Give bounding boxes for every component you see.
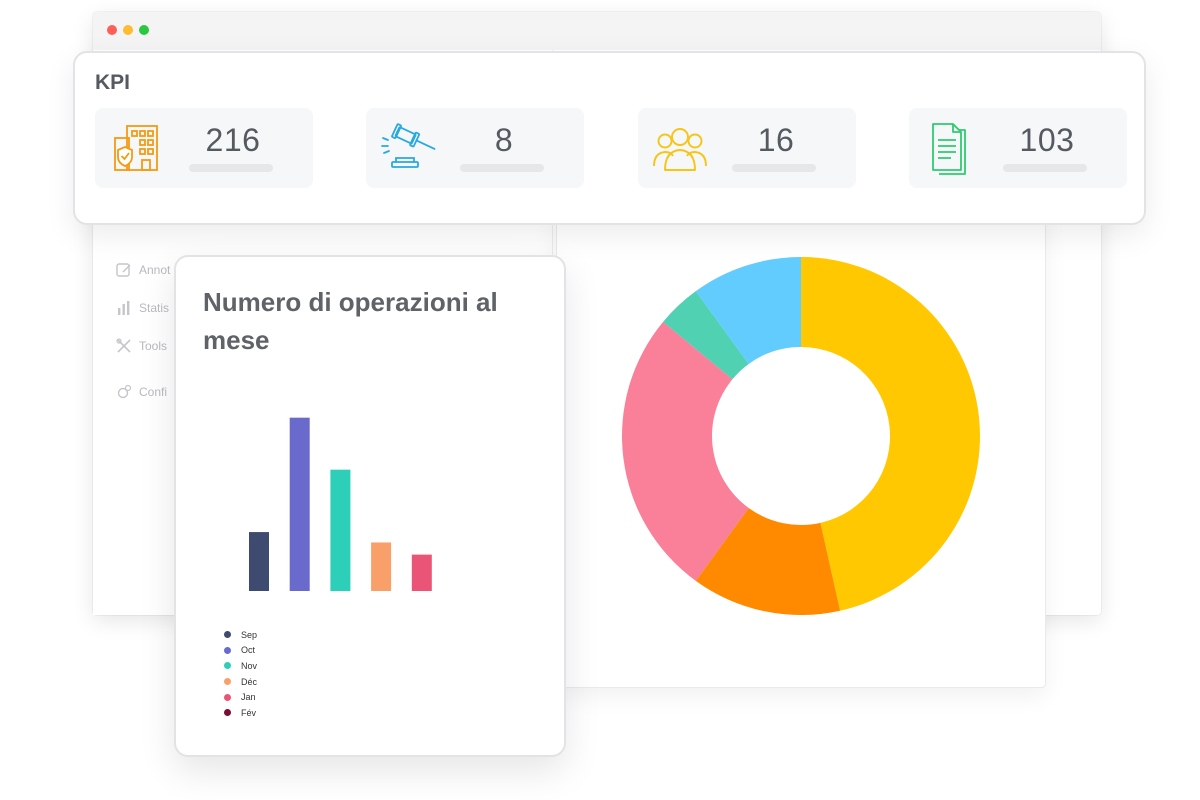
maximize-window-button[interactable] bbox=[139, 25, 149, 35]
bar-chart-card: Numero di operazioni al mese Sep Oct Nov Dé… bbox=[174, 255, 566, 757]
document-icon bbox=[923, 120, 979, 176]
legend-label: Déc bbox=[241, 676, 258, 687]
legend-dot bbox=[224, 693, 231, 701]
donut-slice[interactable] bbox=[695, 508, 841, 615]
legend-label: Jan bbox=[241, 692, 256, 703]
users-group-icon bbox=[652, 120, 708, 176]
close-window-button[interactable] bbox=[107, 25, 117, 35]
legend-item[interactable]: Nov bbox=[224, 658, 257, 674]
donut-chart-panel bbox=[556, 210, 1046, 688]
legend-label: Sep bbox=[241, 629, 258, 640]
bar-jan[interactable] bbox=[411, 554, 432, 591]
bar-chart-icon bbox=[115, 299, 133, 317]
legend-label: Nov bbox=[241, 660, 258, 671]
sidebar-item-label: Annot bbox=[139, 263, 171, 277]
sidebar-item-label: Tools bbox=[139, 339, 168, 353]
building-shield-icon bbox=[109, 120, 165, 176]
legend-dot bbox=[224, 631, 231, 639]
bar-déc[interactable] bbox=[371, 542, 392, 591]
legend-item[interactable]: Fév bbox=[224, 705, 257, 721]
annotation-icon bbox=[115, 261, 133, 279]
kpi-value: 103 bbox=[1019, 122, 1075, 158]
sidebar-item-label: Statis bbox=[139, 301, 170, 315]
bar-oct[interactable] bbox=[289, 417, 310, 591]
kpi-title: KPI bbox=[95, 71, 131, 94]
donut-slice[interactable] bbox=[801, 257, 980, 611]
legend-item[interactable]: Déc bbox=[224, 674, 257, 690]
kpi-placeholder-bar bbox=[189, 164, 273, 172]
kpi-tile-users[interactable]: 16 bbox=[638, 108, 856, 188]
legend-item[interactable]: Jan bbox=[224, 689, 257, 705]
kpi-placeholder-bar bbox=[460, 164, 544, 172]
donut-slice[interactable] bbox=[622, 321, 749, 581]
browser-titlebar bbox=[93, 12, 1101, 50]
kpi-placeholder-bar bbox=[1003, 164, 1087, 172]
kpi-tile-documents[interactable]: 103 bbox=[909, 108, 1127, 188]
kpi-value: 216 bbox=[205, 122, 261, 158]
sidebar-item-annotations[interactable]: Annot bbox=[115, 260, 170, 280]
donut-chart bbox=[622, 257, 980, 615]
kpi-tile-buildings[interactable]: 216 bbox=[95, 108, 313, 188]
legend-dot bbox=[224, 646, 231, 654]
chart-legend: Sep Oct Nov Déc Jan Fév bbox=[224, 627, 257, 721]
gavel-icon bbox=[380, 120, 436, 176]
minimize-window-button[interactable] bbox=[123, 25, 133, 35]
legend-label: Fév bbox=[241, 707, 257, 718]
legend-dot bbox=[224, 709, 231, 717]
kpi-value: 16 bbox=[757, 122, 795, 158]
tools-icon bbox=[115, 337, 133, 355]
donut-slice[interactable] bbox=[695, 257, 801, 364]
sidebar-item-settings[interactable]: Confi bbox=[115, 382, 167, 402]
legend-label: Oct bbox=[241, 645, 256, 656]
sidebar-item-tools[interactable]: Tools bbox=[115, 336, 167, 356]
kpi-card: KPI 216 bbox=[73, 51, 1146, 225]
sidebar-item-statistics[interactable]: Statis bbox=[115, 298, 169, 318]
bar-chart bbox=[249, 417, 432, 591]
legend-item[interactable]: Oct bbox=[224, 643, 257, 659]
sidebar-item-label: Confi bbox=[139, 385, 168, 399]
kpi-tile-cases[interactable]: 8 bbox=[366, 108, 584, 188]
chart-title: Numero di operazioni al mese bbox=[203, 287, 498, 355]
bar-sep[interactable] bbox=[249, 532, 269, 591]
legend-dot bbox=[224, 662, 231, 670]
donut-slice[interactable] bbox=[663, 291, 749, 380]
kpi-value: 8 bbox=[494, 122, 514, 158]
legend-dot bbox=[224, 678, 231, 686]
bar-nov[interactable] bbox=[330, 469, 351, 591]
legend-item[interactable]: Sep bbox=[224, 627, 257, 643]
kpi-placeholder-bar bbox=[732, 164, 816, 172]
settings-icon bbox=[115, 383, 133, 401]
